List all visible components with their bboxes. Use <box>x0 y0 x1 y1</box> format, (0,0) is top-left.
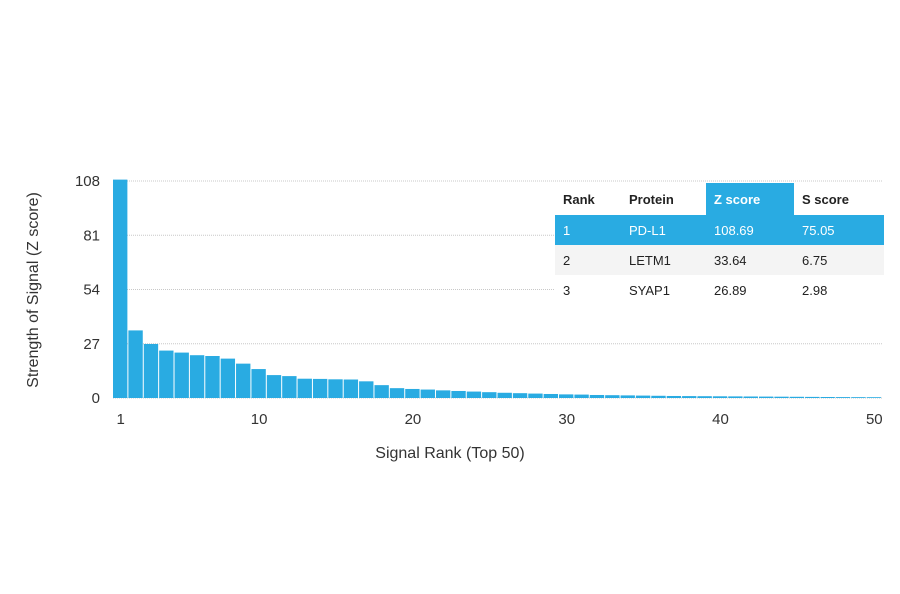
bar-rank-46 <box>805 396 820 398</box>
table-cell: SYAP1 <box>629 283 670 298</box>
bar-rank-2 <box>128 330 143 398</box>
bar-rank-49 <box>851 397 866 398</box>
bar-rank-14 <box>312 378 328 398</box>
bar-rank-32 <box>589 394 605 398</box>
x-tick-label-40: 40 <box>712 411 729 428</box>
table-header-protein: Protein <box>629 192 674 207</box>
table-cell: 2 <box>563 253 570 268</box>
y-tick-label-108: 108 <box>75 173 100 190</box>
bar-rank-45 <box>789 396 805 398</box>
bar-rank-29 <box>543 393 559 398</box>
bar-rank-3 <box>143 343 159 398</box>
bar-rank-44 <box>774 396 789 398</box>
bar-rank-39 <box>697 396 712 398</box>
bar-rank-38 <box>682 396 697 398</box>
bar-rank-25 <box>482 392 497 398</box>
bar-rank-19 <box>389 388 405 398</box>
bar-rank-7 <box>205 356 220 398</box>
bar-rank-22 <box>435 390 451 398</box>
bar-rank-18 <box>374 385 389 398</box>
bar-rank-34 <box>620 395 635 398</box>
bar-rank-11 <box>266 375 282 398</box>
bar-rank-26 <box>497 392 512 398</box>
bar-rank-10 <box>251 369 266 398</box>
bar-rank-35 <box>635 395 651 398</box>
table-cell: PD-L1 <box>629 223 666 238</box>
bar-rank-21 <box>420 389 435 398</box>
bar-rank-30 <box>559 394 574 398</box>
bar-rank-1 <box>113 179 128 398</box>
bar-rank-33 <box>605 395 620 398</box>
y-axis-label: Strength of Signal (Z score) <box>25 192 42 388</box>
table-cell: 75.05 <box>802 223 835 238</box>
table-cell: 33.64 <box>714 253 747 268</box>
bar-rank-31 <box>574 394 589 398</box>
x-tick-label-30: 30 <box>558 411 575 428</box>
bar-rank-20 <box>405 388 420 398</box>
table-cell: 6.75 <box>802 253 827 268</box>
table-cell: 108.69 <box>714 223 754 238</box>
y-tick-label-0: 0 <box>92 390 100 407</box>
x-tick-label-20: 20 <box>405 411 422 428</box>
bar-rank-6 <box>189 355 205 398</box>
bar-rank-43 <box>758 396 774 398</box>
bar-rank-36 <box>651 395 666 398</box>
bar-rank-47 <box>820 396 835 398</box>
table-cell: 1 <box>563 223 570 238</box>
table-header-z-score: Z score <box>714 192 760 207</box>
bar-rank-9 <box>236 363 251 398</box>
bars <box>113 179 881 398</box>
table-cell: 2.98 <box>802 283 827 298</box>
bar-rank-48 <box>835 397 851 398</box>
bar-rank-24 <box>466 391 482 398</box>
y-tick-label-27: 27 <box>83 336 100 353</box>
table-cell: LETM1 <box>629 253 671 268</box>
y-tick-labels: 0 27 54 81 108 <box>75 173 100 407</box>
bar-rank-17 <box>359 381 374 398</box>
bar-rank-27 <box>512 393 528 398</box>
table-row-bg-3 <box>555 275 884 305</box>
x-tick-label-10: 10 <box>251 411 268 428</box>
bar-rank-12 <box>282 376 297 398</box>
bar-rank-37 <box>666 395 682 398</box>
protein-table: Rank Protein Z score S score 1 PD-L1 108.69 75.… <box>555 183 884 305</box>
bar-rank-5 <box>174 352 189 398</box>
bar-rank-42 <box>743 396 758 398</box>
table-row-bg-2 <box>555 245 884 275</box>
bar-rank-50 <box>866 397 881 398</box>
x-tick-labels: 1 10 20 30 40 50 <box>117 411 883 428</box>
table-header-highlight <box>706 183 794 215</box>
bar-rank-4 <box>159 350 174 398</box>
bar-rank-41 <box>728 396 743 398</box>
y-tick-label-81: 81 <box>83 227 100 244</box>
bar-rank-15 <box>328 379 343 398</box>
bar-rank-23 <box>451 390 466 398</box>
table-cell: 3 <box>563 283 570 298</box>
bar-rank-40 <box>712 396 728 398</box>
x-tick-label-50: 50 <box>866 411 883 428</box>
table-header-rank: Rank <box>563 192 596 207</box>
bar-rank-16 <box>343 379 359 398</box>
table-header-s-score: S score <box>802 192 849 207</box>
bar-rank-13 <box>297 378 312 398</box>
table-cell: 26.89 <box>714 283 747 298</box>
bar-rank-8 <box>220 358 236 398</box>
x-tick-label-1: 1 <box>117 411 125 428</box>
y-tick-label-54: 54 <box>83 282 100 299</box>
bar-rank-28 <box>528 393 543 398</box>
x-axis-label: Signal Rank (Top 50) <box>375 445 524 462</box>
table-row-bg-1 <box>555 215 884 245</box>
